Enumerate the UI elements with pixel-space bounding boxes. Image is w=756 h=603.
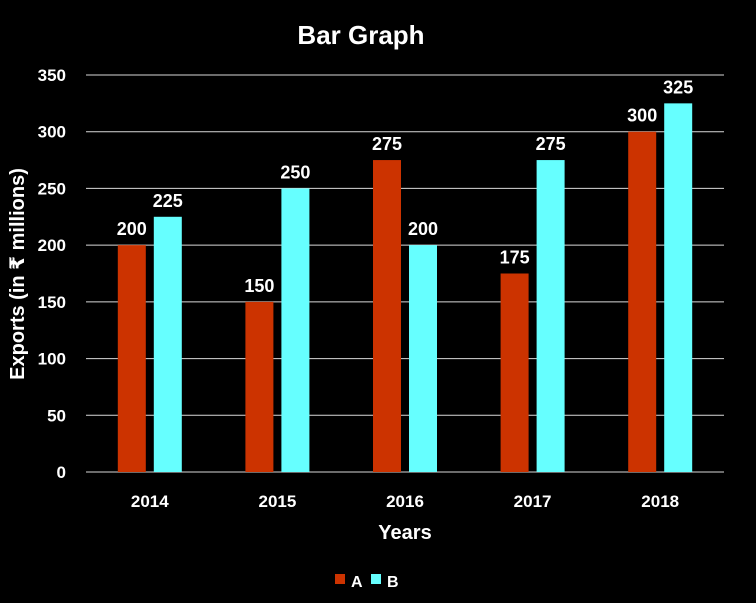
y-tick-label: 350	[38, 66, 66, 85]
y-tick-label: 0	[57, 463, 66, 482]
bar-a	[245, 301, 274, 472]
x-tick-label: 2018	[641, 492, 679, 511]
x-axis-label: Years	[378, 522, 431, 544]
bar-a	[117, 245, 146, 472]
data-label: 325	[663, 77, 693, 97]
data-label: 150	[244, 276, 274, 296]
y-tick-label: 50	[47, 406, 66, 425]
x-axis-ticks: 2014 2015 2016 2017 2018	[131, 492, 679, 511]
bar-b	[153, 216, 182, 472]
data-label: 200	[117, 219, 147, 239]
y-tick-label: 200	[38, 236, 66, 255]
y-axis-label: Exports (in ₹ millions)	[7, 168, 29, 380]
legend-label-b: B	[387, 574, 399, 591]
data-label: 175	[500, 248, 530, 268]
data-label: 250	[280, 162, 310, 182]
y-tick-label: 150	[38, 293, 66, 312]
bars	[117, 103, 693, 473]
x-tick-label: 2017	[514, 492, 552, 511]
bar-a	[373, 160, 401, 473]
data-label: 300	[627, 106, 657, 126]
x-tick-label: 2015	[258, 492, 296, 511]
legend-label-a: A	[351, 574, 363, 591]
bar-a	[628, 131, 657, 472]
chart-title: Bar Graph	[297, 20, 424, 50]
legend-swatch-a	[335, 574, 345, 584]
bar-b	[409, 245, 437, 472]
x-tick-label: 2014	[131, 492, 169, 511]
data-label: 275	[372, 134, 402, 154]
data-label: 275	[536, 134, 566, 154]
legend-swatch-b	[371, 574, 381, 584]
x-tick-label: 2016	[386, 492, 424, 511]
data-label: 200	[408, 219, 438, 239]
bar-b	[281, 188, 310, 472]
y-axis-ticks: 0 50 100 150 200 250 300 350	[38, 66, 66, 482]
y-tick-label: 100	[38, 350, 66, 369]
bar-a	[500, 273, 529, 472]
y-tick-label: 250	[38, 179, 66, 198]
y-tick-label: 300	[38, 123, 66, 142]
data-label: 225	[153, 191, 183, 211]
bar-b	[664, 103, 693, 472]
gridlines	[86, 74, 724, 473]
data-labels: 200 225 150 250 275 200 175 275 300 325	[117, 77, 693, 296]
bar-b	[536, 160, 565, 473]
